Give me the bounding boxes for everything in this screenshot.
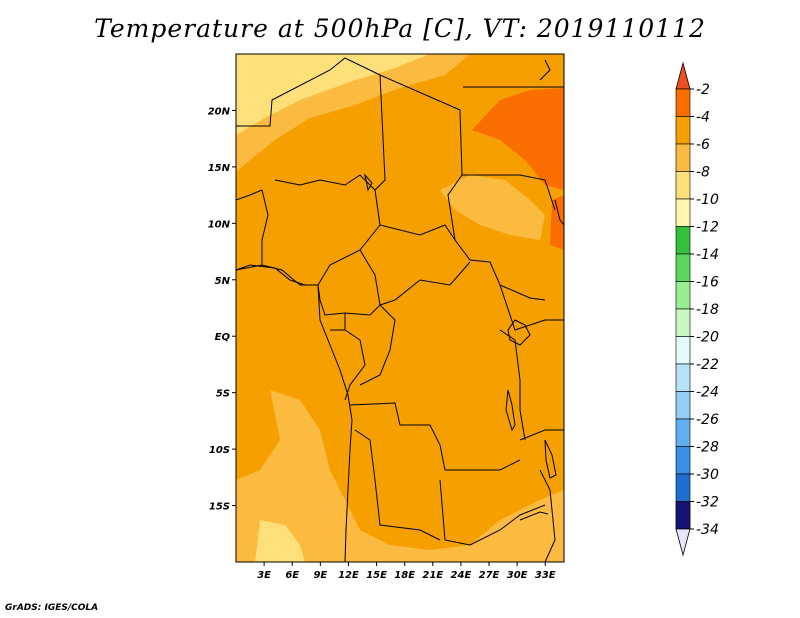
colorbar-label: -32 <box>696 495 719 511</box>
colorbar-label: -10 <box>696 192 719 208</box>
lake-malawi <box>544 439 557 479</box>
coastline-gulf-guinea <box>236 264 306 286</box>
colorbar-segment <box>675 143 691 172</box>
border-sudan-east <box>462 174 556 211</box>
colorbar-bottom-arrow <box>675 528 691 557</box>
lat-tick-label: 20N <box>208 106 231 117</box>
colorbar-label: -20 <box>696 330 719 346</box>
field-cool-south <box>236 390 564 562</box>
border-zambia <box>439 479 546 546</box>
lat-tick-label: 5S <box>216 389 230 400</box>
colorbar-segment <box>675 308 691 337</box>
colorbar-label: -4 <box>696 110 710 126</box>
colorbar-segment <box>675 198 691 227</box>
colorbar-label: -24 <box>696 385 719 401</box>
field-cold-north <box>236 54 430 135</box>
lakes <box>364 173 557 521</box>
lon-tick-label: 9E <box>313 570 327 581</box>
lake-kariba <box>519 511 549 521</box>
field-cold-south <box>255 520 305 562</box>
colorbar-segment <box>675 336 691 365</box>
colorbar-label: -14 <box>696 247 719 263</box>
lat-tick-label: 10N <box>208 219 231 230</box>
border-cameroon-car <box>359 249 471 306</box>
colorbar-segment <box>675 281 691 310</box>
border-niger-mali <box>236 57 386 191</box>
field-warm-northeast <box>472 88 564 190</box>
lat-tick-label: EQ <box>215 332 231 343</box>
border-burkina <box>236 189 263 201</box>
border-gabon-congo <box>344 329 366 401</box>
colorbar-segment <box>675 226 691 255</box>
latitude-axis: 20N 15N 10N 5N EQ 5S 10S 15S <box>208 106 236 513</box>
lon-tick-label: 6E <box>285 570 299 581</box>
country-borders <box>236 57 564 562</box>
lake-chad <box>364 173 373 192</box>
lon-tick-label: 3E <box>257 570 271 581</box>
coastline-west-africa <box>317 284 353 562</box>
border-chad-car <box>379 224 456 241</box>
lat-tick-label: 5N <box>215 276 231 287</box>
border-tanzania <box>519 429 564 441</box>
colorbar-label: -34 <box>696 522 719 538</box>
colorbar-segment <box>675 253 691 282</box>
lon-tick-label: 24E <box>451 570 472 581</box>
colorbar-segment <box>675 116 691 145</box>
lon-tick-label: 33E <box>535 570 556 581</box>
colorbar-label: -12 <box>696 220 719 236</box>
border-angola-zambia <box>354 429 441 541</box>
border-drc-east <box>499 329 526 441</box>
border-angola-drc <box>349 402 521 471</box>
lake-victoria <box>507 319 531 346</box>
colorbar-segment <box>675 363 691 392</box>
colorbar-segment <box>675 473 691 502</box>
lake-tanganyika <box>505 389 516 432</box>
lat-tick-label: 15S <box>209 502 230 513</box>
border-chad-sudan <box>379 74 546 301</box>
colorbar-top-arrow <box>675 61 691 90</box>
coastline-red-sea <box>554 199 564 226</box>
border-malawi <box>539 469 556 562</box>
colorbar-label: -18 <box>696 302 719 318</box>
field-warm-east <box>550 195 564 250</box>
colorbar-segment <box>675 88 691 117</box>
border-benin <box>261 189 269 265</box>
colorbar-label: -22 <box>696 357 719 373</box>
colorbar-label: -30 <box>696 467 719 483</box>
colorbar-label: -8 <box>696 165 710 181</box>
colorbar-label: -28 <box>696 440 719 456</box>
colorbar-segment <box>675 391 691 420</box>
colorbar-legend: -2 -4 -6 -8 -10 -12 -14 -16 -18 -20 -22 -24 -26 -28 -3… <box>675 61 719 557</box>
lon-tick-label: 30E <box>507 570 528 581</box>
colorbar-label: -6 <box>696 137 710 153</box>
colorbar-segment <box>675 446 691 475</box>
lon-tick-label: 21E <box>422 570 443 581</box>
coastline-sinai <box>539 59 551 81</box>
temperature-field <box>236 54 564 562</box>
colorbar-segment <box>675 171 691 200</box>
longitude-axis: 3E 6E 9E 12E 15E 18E 21E 24E 27E 30E 33E <box>257 562 556 581</box>
field-cool-east <box>440 175 545 240</box>
colorbar-label: -16 <box>696 275 719 291</box>
border-uganda <box>499 284 564 331</box>
lat-tick-label: 15N <box>208 163 231 174</box>
colorbar-segment <box>675 418 691 447</box>
lon-tick-label: 18E <box>394 570 415 581</box>
map-frame <box>235 53 565 563</box>
grads-credit: GrADS: IGES/COLA <box>5 603 99 613</box>
colorbar-label: -2 <box>696 82 710 98</box>
lon-tick-label: 27E <box>479 570 500 581</box>
lon-tick-label: 12E <box>338 570 359 581</box>
lat-tick-label: 10S <box>209 445 230 456</box>
colorbar-segment <box>675 501 691 530</box>
border-congo-drc <box>359 304 396 386</box>
page-title: Temperature at 500hPa [C], VT: 201911011… <box>94 14 706 43</box>
colorbar-label: -26 <box>696 412 719 428</box>
border-cameroon-south <box>317 284 381 316</box>
lon-tick-label: 15E <box>366 570 387 581</box>
